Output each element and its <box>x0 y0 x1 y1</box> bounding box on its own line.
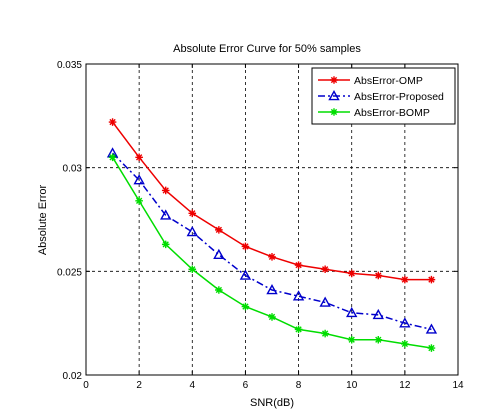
legend: AbsError-OMP AbsError-Proposed AbsError-BO… <box>311 67 456 125</box>
x-tick-label: 14 <box>452 380 464 391</box>
data-point <box>347 335 356 344</box>
data-point <box>294 261 303 269</box>
data-point <box>321 329 329 338</box>
y-tick-label: 0.025 <box>57 267 82 278</box>
data-point <box>188 265 197 274</box>
data-point <box>239 269 252 280</box>
legend-item: AbsError-Proposed <box>318 90 444 103</box>
data-point <box>133 174 145 185</box>
data-point <box>215 286 223 294</box>
data-point <box>330 108 338 116</box>
data-point <box>294 325 303 334</box>
legend-label: AbsError-BOMP <box>354 107 430 119</box>
legend-item: AbsError-OMP <box>318 75 423 87</box>
x-tick-label: 0 <box>83 380 89 391</box>
data-point <box>319 296 331 307</box>
data-point <box>241 302 250 311</box>
series-abserror-omp <box>108 118 436 284</box>
y-tick-label: 0.03 <box>63 164 83 175</box>
data-point <box>292 290 305 301</box>
data-point <box>108 153 117 162</box>
data-point <box>401 340 409 348</box>
data-point <box>188 209 197 218</box>
x-tick-label: 2 <box>136 380 142 391</box>
data-point <box>330 76 338 84</box>
y-tick-label: 0.02 <box>63 371 83 382</box>
data-point <box>425 323 438 334</box>
data-point <box>161 186 170 195</box>
y-axis-label: Absolute Error <box>37 185 49 256</box>
data-point <box>186 225 198 237</box>
legend-label: AbsError-OMP <box>354 75 423 87</box>
legend-label: AbsError-Proposed <box>354 91 444 103</box>
data-point <box>399 317 411 328</box>
chart-title: Absolute Error Curve for 50% samples <box>173 43 361 55</box>
data-point <box>401 275 409 284</box>
data-point <box>135 197 143 205</box>
series-line <box>112 152 432 331</box>
legend-item: AbsError-BOMP <box>318 107 430 119</box>
data-point <box>374 335 383 344</box>
x-tick-label: 4 <box>190 380 196 391</box>
y-tick-label: 0.035 <box>57 60 82 71</box>
data-point <box>213 248 225 260</box>
data-point <box>321 265 329 274</box>
data-point <box>108 118 117 126</box>
data-point <box>266 284 278 295</box>
data-point <box>328 90 340 101</box>
data-point <box>160 209 172 220</box>
x-axis-label: SNR(dB) <box>250 397 294 409</box>
data-point <box>347 269 356 278</box>
plot-frame <box>85 63 459 376</box>
x-tick-label: 6 <box>243 380 249 391</box>
data-point <box>427 344 436 352</box>
series-abserror-bomp <box>108 153 436 352</box>
data-point <box>427 275 436 284</box>
axis-ticks: 0 2 4 6 8 10 12 14 0.02 0.025 0.03 0.035 <box>57 60 464 391</box>
data-point <box>161 240 170 249</box>
x-tick-label: 10 <box>346 380 358 391</box>
series-layer <box>106 118 438 352</box>
data-point <box>135 153 143 162</box>
data-point <box>374 271 383 280</box>
data-point <box>268 313 276 321</box>
data-point <box>215 226 223 234</box>
data-point <box>372 308 384 320</box>
x-tick-label: 8 <box>296 380 302 391</box>
data-point <box>346 306 358 318</box>
data-point <box>241 242 250 251</box>
data-point <box>268 253 276 261</box>
x-tick-label: 12 <box>399 380 411 391</box>
